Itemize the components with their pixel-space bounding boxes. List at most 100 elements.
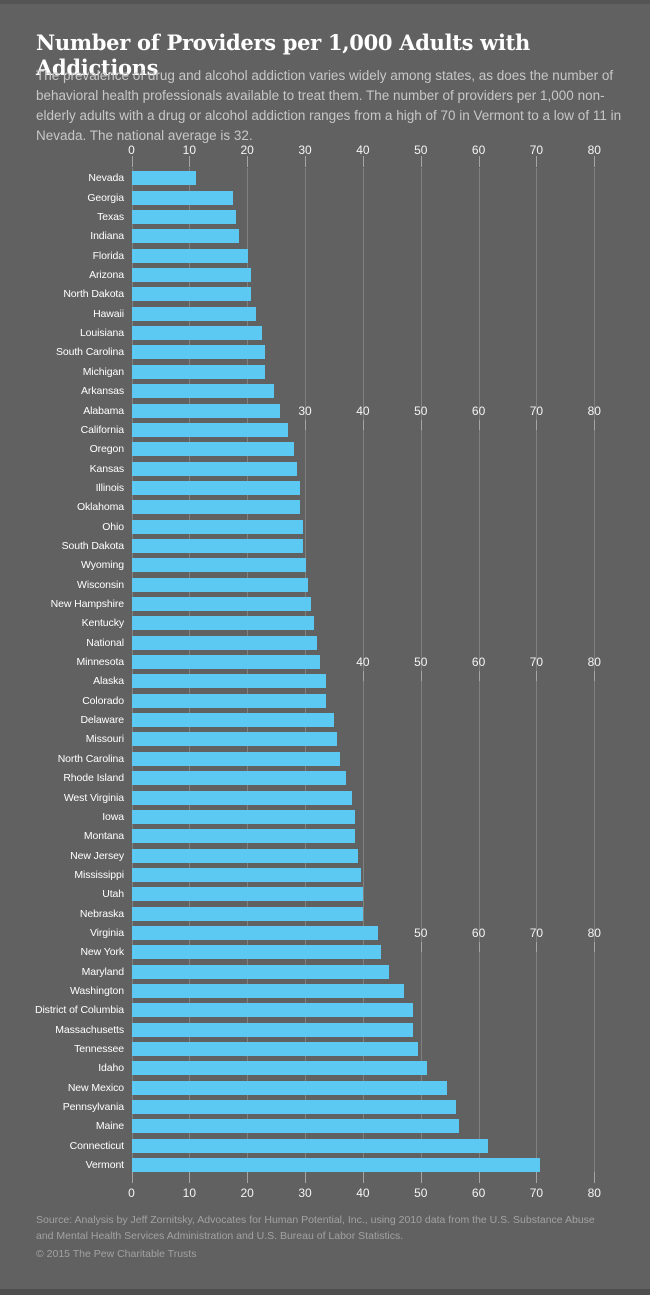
state-label: Idaho xyxy=(98,1062,124,1075)
state-label: Kentucky xyxy=(81,617,124,630)
axis-tick-mark xyxy=(362,671,364,682)
state-bar xyxy=(132,480,300,495)
axis-tick-label: 50 xyxy=(414,143,428,157)
state-label: Rhode Island xyxy=(63,772,124,785)
axis-tick-mark xyxy=(594,156,596,167)
state-label: Iowa xyxy=(102,810,124,823)
axis-tick-label: 40 xyxy=(356,403,370,418)
state-bar xyxy=(132,867,361,882)
axis-tick-mark xyxy=(420,156,422,167)
state-bar xyxy=(132,1138,488,1153)
state-bar xyxy=(132,713,335,728)
state-label: South Dakota xyxy=(61,539,125,552)
axis-tick-label: 80 xyxy=(587,925,601,940)
gridline xyxy=(131,168,133,1172)
state-label: Wyoming xyxy=(81,559,124,572)
state-label: Indiana xyxy=(90,230,124,243)
state-label: Alaska xyxy=(93,675,124,688)
axis-tick-mark xyxy=(247,1172,249,1183)
gridline xyxy=(189,168,191,1172)
state-label: Colorado xyxy=(82,694,124,707)
axis-tick-mark xyxy=(420,1172,422,1183)
state-label: South Carolina xyxy=(55,346,124,359)
state-bar xyxy=(132,925,378,940)
axis-tick-label: 70 xyxy=(529,655,544,670)
state-bar xyxy=(132,635,318,650)
state-bar xyxy=(132,345,266,360)
state-bar xyxy=(132,326,263,341)
gridline xyxy=(478,168,480,1172)
state-bar xyxy=(132,887,364,902)
state-bar xyxy=(132,577,309,592)
state-bar xyxy=(132,655,320,670)
state-bar xyxy=(132,1100,456,1115)
state-bar xyxy=(132,809,355,824)
axis-tick-mark xyxy=(478,156,480,167)
state-label: Ohio xyxy=(102,520,124,533)
state-bar xyxy=(132,597,312,611)
state-bar xyxy=(132,751,341,766)
axis-tick-mark xyxy=(362,419,364,430)
state-label: California xyxy=(80,423,124,436)
state-label: Utah xyxy=(102,888,124,901)
state-label: Nebraska xyxy=(79,907,124,920)
axis-tick-label: 70 xyxy=(529,143,544,157)
axis-tick-label: 60 xyxy=(471,655,486,670)
axis-tick-label: 60 xyxy=(471,403,486,418)
source-line-1: Source: Analysis by Jeff Zornitsky, Advo… xyxy=(36,1214,595,1226)
state-bar xyxy=(132,248,248,263)
axis-tick-label: 80 xyxy=(587,1186,601,1200)
state-label: Nevada xyxy=(88,172,124,185)
state-bar xyxy=(132,964,390,979)
axis-tick-mark xyxy=(131,156,133,167)
axis-tick-mark xyxy=(305,419,307,430)
state-bar xyxy=(132,1119,459,1134)
state-label: Vermont xyxy=(85,1159,125,1172)
axis-tick-mark xyxy=(305,1172,307,1183)
axis-tick-mark xyxy=(536,419,538,430)
state-label: Pennsylvania xyxy=(62,1101,124,1114)
axis-tick-mark xyxy=(478,671,480,682)
axis-tick-label: 50 xyxy=(414,925,428,940)
state-bar xyxy=(132,519,303,534)
state-label: Oregon xyxy=(89,443,125,456)
axis-tick-label: 70 xyxy=(529,925,544,940)
axis-tick-label: 20 xyxy=(240,143,254,157)
axis-tick-mark xyxy=(189,1172,191,1183)
state-label: Michigan xyxy=(82,365,124,378)
axis-tick-mark xyxy=(478,419,480,430)
state-bar xyxy=(132,1003,413,1018)
axis-tick-mark xyxy=(594,1172,596,1183)
axis-tick-mark xyxy=(420,671,422,682)
state-label: Alabama xyxy=(83,404,124,417)
axis-tick-label: 30 xyxy=(298,403,312,418)
axis-tick-mark xyxy=(362,1172,364,1183)
state-bar xyxy=(132,732,338,747)
axis-tick-mark xyxy=(536,941,538,952)
state-label: West Virginia xyxy=(63,791,124,804)
state-bar xyxy=(132,287,251,302)
state-bar xyxy=(132,829,355,844)
state-label: Arkansas xyxy=(81,385,124,398)
state-label: National xyxy=(86,636,124,649)
axis-tick-mark xyxy=(478,1172,480,1183)
axis-tick-label: 40 xyxy=(356,1186,370,1200)
axis-tick-label: 0 xyxy=(128,143,135,157)
gridline xyxy=(247,168,249,1172)
state-bar xyxy=(132,1080,448,1095)
state-label: Washington xyxy=(69,985,124,997)
state-label: Virginia xyxy=(89,926,124,939)
state-bar xyxy=(132,771,347,786)
bottom-border xyxy=(0,1289,650,1295)
state-bar xyxy=(132,364,266,379)
state-label: New Hampshire xyxy=(50,598,124,610)
state-label: Arizona xyxy=(89,269,124,282)
state-bar xyxy=(132,422,289,437)
source-line-2: and Mental Health Services Administratio… xyxy=(36,1230,404,1242)
state-label: Louisiana xyxy=(79,327,124,340)
state-label: Connecticut xyxy=(69,1139,124,1152)
state-bar xyxy=(132,210,237,224)
state-label: New York xyxy=(80,946,124,959)
state-label: North Dakota xyxy=(63,288,124,301)
